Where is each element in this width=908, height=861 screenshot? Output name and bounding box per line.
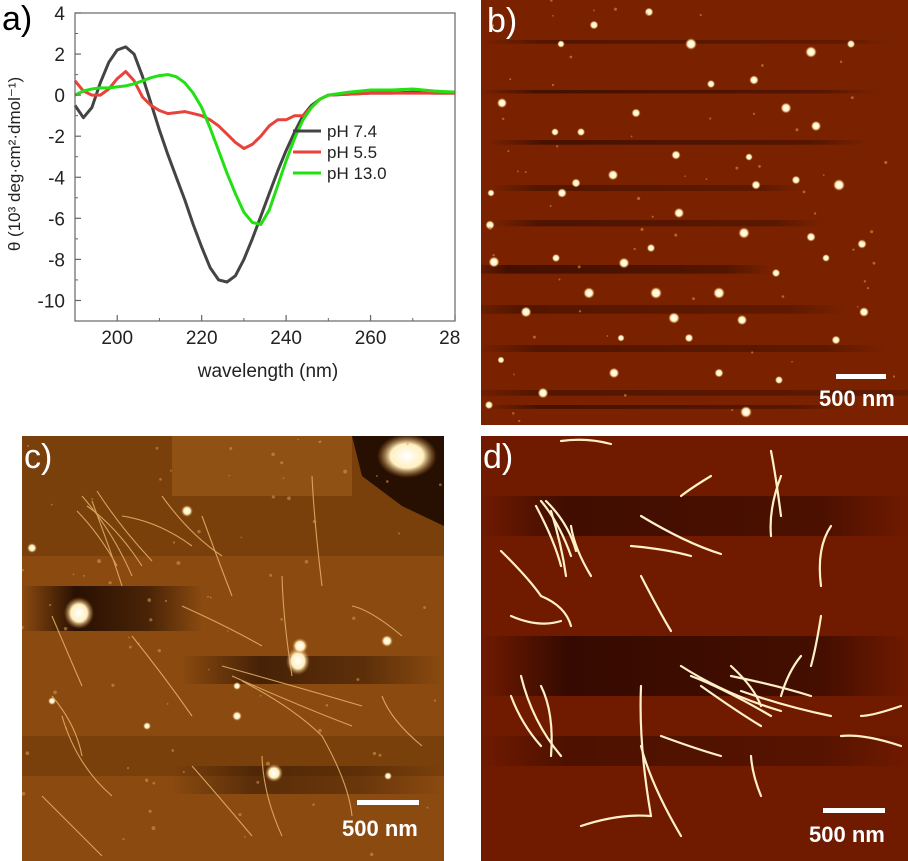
afm-image-b: b) 500 nm [481, 0, 908, 425]
y-tick-label: -4 [48, 168, 65, 189]
series-line-3 [74, 73, 456, 226]
y-tick-label: -10 [38, 291, 65, 312]
scale-bar-c [357, 800, 419, 805]
scale-bar-d [823, 808, 885, 813]
afm-d-texture [481, 438, 908, 838]
legend-label: pH 13.0 [327, 164, 387, 183]
scale-bar-b [836, 374, 886, 379]
scale-label-d: 500 nm [809, 822, 885, 847]
y-tick-label: -8 [48, 250, 65, 271]
panel-a-label: a) [2, 0, 33, 38]
x-tick-label: 220 [186, 328, 218, 349]
x-tick-label: 200 [101, 328, 133, 349]
y-tick-label: -6 [48, 209, 65, 230]
x-axis-label: wavelength (nm) [197, 361, 338, 382]
scale-label-c: 500 nm [342, 816, 418, 841]
afm-image-d: d) 500 nm [481, 436, 908, 861]
legend-label: pH 7.4 [327, 122, 377, 141]
afm-image-c: c) 500 nm [22, 436, 444, 861]
x-tick-label: 260 [355, 328, 387, 349]
series-line-1 [73, 45, 455, 284]
scale-label-b: 500 nm [819, 386, 895, 411]
panel-b-label: b) [487, 2, 518, 40]
legend-label: pH 5.5 [327, 143, 377, 162]
x-tick-label: 280 [439, 328, 460, 349]
x-tick-label: 240 [270, 328, 302, 349]
cd-spectrum-chart: 200 220 240 260 280 4 2 0 -2 -4 -6 -8 -10 pH 7.4 pH 5… [5, 4, 460, 382]
plot-frame [74, 12, 456, 322]
afm-c-texture [22, 436, 444, 857]
y-tick-label: 0 [54, 86, 65, 107]
panel-d-label: d) [483, 438, 514, 476]
y-tick-label: 2 [54, 45, 65, 66]
y-tick-label: 4 [54, 4, 65, 25]
panel-c-label: c) [24, 438, 53, 476]
y-axis-label: θ (10³ deg·cm²·dmol⁻¹) [5, 77, 24, 251]
afm-b-texture [481, 0, 908, 423]
y-tick-label: -2 [48, 127, 65, 148]
